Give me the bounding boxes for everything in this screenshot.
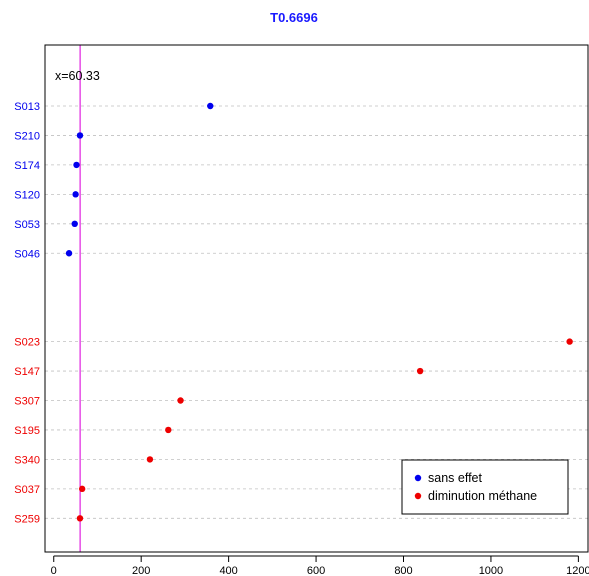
category-label-s174: S174 (14, 160, 40, 172)
category-label-s046: S046 (14, 248, 40, 260)
x-tick-label: 600 (307, 565, 325, 576)
point-s023 (566, 338, 573, 345)
category-label-s210: S210 (14, 130, 40, 142)
category-label-s147: S147 (14, 366, 40, 378)
category-label-s053: S053 (14, 219, 40, 231)
reference-line-label: x=60.33 (55, 69, 100, 83)
category-label-s259: S259 (14, 513, 40, 525)
category-label-s037: S037 (14, 484, 40, 496)
data-points (65, 102, 573, 522)
category-label-s307: S307 (14, 396, 40, 408)
x-axis: 0 200 400 600 800 1000 1200 (51, 555, 589, 576)
category-label-s120: S120 (14, 189, 40, 201)
point-s120 (72, 191, 79, 198)
grid-lines (45, 105, 588, 519)
x-tick-label: 0 (51, 565, 57, 576)
legend-marker-diminution-methane (414, 492, 422, 500)
x-tick-label: 1000 (479, 565, 503, 576)
category-label-s013: S013 (14, 101, 40, 113)
legend-box (401, 459, 569, 515)
category-label-s195: S195 (14, 425, 40, 437)
point-s174 (73, 161, 80, 169)
point-s340 (146, 456, 154, 463)
x-tick-label: 400 (219, 565, 237, 576)
legend-marker-sans-effet (414, 474, 422, 482)
point-s147 (416, 367, 424, 375)
x-tick-label: 1200 (566, 565, 589, 576)
plot-frame (44, 44, 589, 553)
reference-line-layer: x=60.33 (55, 45, 100, 552)
category-label-s340: S340 (14, 454, 40, 466)
point-s046 (65, 250, 73, 257)
point-s195 (165, 426, 172, 434)
point-s210 (76, 132, 84, 139)
chart-title: T0.6696 (270, 10, 318, 25)
legend-label-sans-effet: sans effet (428, 471, 483, 485)
point-s307 (177, 397, 184, 404)
legend: sans effet diminution méthane (401, 459, 569, 515)
point-s259 (76, 515, 84, 522)
x-tick-label: 800 (394, 565, 412, 576)
point-s037 (78, 485, 86, 493)
point-s013 (207, 102, 214, 110)
x-tick-label: 200 (132, 565, 150, 576)
point-s053 (71, 220, 78, 227)
legend-label-diminution-methane: diminution méthane (428, 489, 537, 503)
category-label-s023: S023 (14, 337, 40, 349)
category-labels: S013 S210 S174 S120 S053 S046 S023 S147 S307 S195… (14, 101, 40, 525)
